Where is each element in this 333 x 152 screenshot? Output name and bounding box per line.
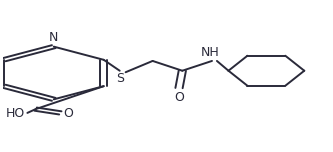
Text: N: N <box>49 31 58 44</box>
Text: S: S <box>116 72 124 85</box>
Text: HO: HO <box>5 107 25 120</box>
Text: O: O <box>174 91 184 104</box>
Text: O: O <box>64 107 74 120</box>
Text: NH: NH <box>201 46 220 59</box>
